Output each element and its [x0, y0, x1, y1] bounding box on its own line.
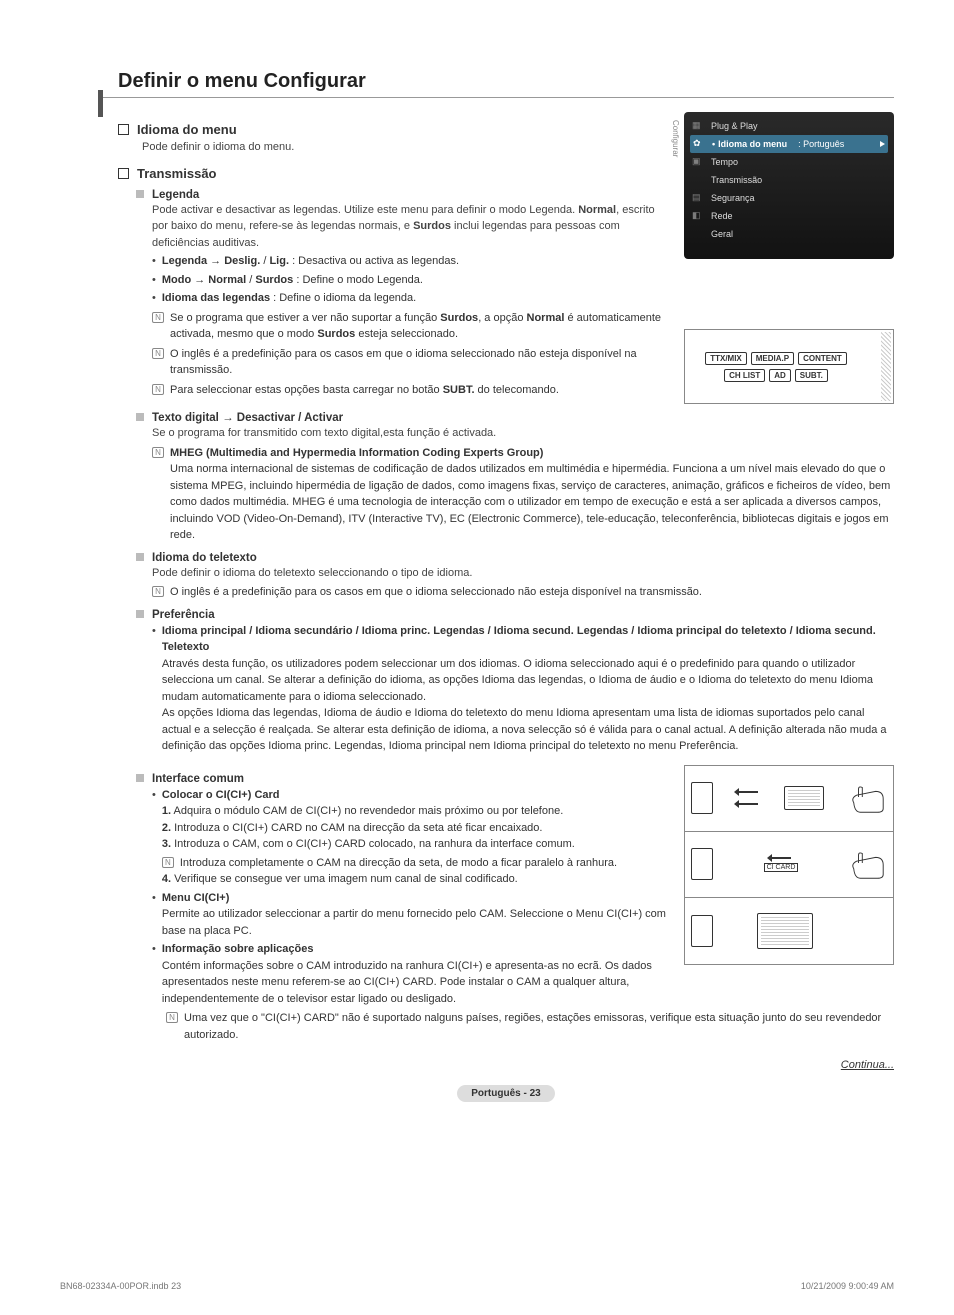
small-square-icon: [136, 610, 144, 618]
list-item: •Legenda → Deslig. / Lig. : Desactiva ou…: [152, 253, 666, 270]
gear-icon: ✿: [693, 138, 705, 150]
section-transmissao: Transmissão: [118, 166, 666, 181]
play-icon: [880, 141, 885, 147]
small-square-icon: [136, 774, 144, 782]
menu-icon: ▣: [692, 156, 704, 168]
continua-label: Continua...: [118, 1059, 894, 1071]
list-item: • Colocar o CI(CI+) Card 1. Adquira o mó…: [152, 787, 666, 888]
ci-card-illustration: CI CARD: [684, 765, 894, 965]
remote-btn: CONTENT: [798, 352, 847, 365]
subsection-preferencia: Preferência: [136, 609, 894, 621]
menu-icon: ▦: [692, 120, 704, 132]
list-item: •Idioma das legendas : Define o idioma d…: [152, 290, 666, 307]
remote-illustration: TTX/MIX MEDIA.P CONTENT CH LIST AD SUBT.: [684, 329, 894, 404]
sub-title: Legenda: [152, 189, 199, 201]
remote-btn: TTX/MIX: [705, 352, 747, 365]
list-item: • Menu CI(CI+) Permite ao utilizador sel…: [152, 890, 666, 940]
small-square-icon: [136, 190, 144, 198]
note-item: NO inglês é a predefinição para os casos…: [152, 584, 894, 601]
sub-title: Interface comum: [152, 773, 244, 785]
note-icon: N: [166, 1012, 178, 1023]
note-icon: N: [152, 447, 164, 458]
note-icon: N: [152, 312, 164, 323]
hand-icon: [849, 783, 887, 813]
texto-digital-body: Se o programa for transmitido com texto …: [152, 425, 894, 442]
subsection-texto-digital: Texto digital → Desactivar / Activar: [136, 412, 894, 424]
slot-icon: [691, 848, 713, 880]
note-item: NSe o programa que estiver a ver não sup…: [152, 310, 666, 343]
page-title: Definir o menu Configurar: [100, 70, 894, 98]
footer-left: BN68-02334A-00POR.indb 23: [60, 1281, 181, 1291]
remote-btn: CH LIST: [724, 369, 765, 382]
osd-menu-screenshot: Configurar ▦Plug & Play ✿Idioma do menu:…: [684, 112, 894, 259]
content-area: Idioma do menu Pode definir o idioma do …: [100, 112, 894, 1102]
arrow-left-icon: [771, 857, 791, 859]
list-item: •Modo → Normal / Surdos : Define o modo …: [152, 272, 666, 289]
menu-icon: ▤: [692, 192, 704, 204]
title-accent-bar: [98, 90, 103, 117]
note-item: NPara seleccionar estas opções basta car…: [152, 382, 666, 399]
sub-title: Texto digital → Desactivar / Activar: [152, 412, 343, 424]
right-column: Configurar ▦Plug & Play ✿Idioma do menu:…: [684, 112, 894, 404]
slot-icon: [691, 782, 713, 814]
footer: BN68-02334A-00POR.indb 23 10/21/2009 9:0…: [60, 1281, 894, 1291]
arrow-left-icon: [738, 791, 758, 793]
remote-btn: AD: [769, 369, 791, 382]
idioma-menu-desc: Pode definir o idioma do menu.: [142, 140, 666, 156]
hand-icon: [849, 849, 887, 879]
subsection-legenda: Legenda: [136, 189, 666, 201]
square-bullet-icon: [118, 168, 129, 179]
card-label: CI CARD: [764, 863, 799, 872]
list-item: • Informação sobre aplicações Contém inf…: [152, 941, 666, 1007]
section-title: Transmissão: [137, 166, 217, 181]
small-square-icon: [136, 413, 144, 421]
teletexto-body: Pode definir o idioma do teletexto selec…: [152, 565, 894, 582]
note-item: NO inglês é a predefinição para os casos…: [152, 346, 666, 379]
list-item: • Idioma principal / Idioma secundário /…: [152, 623, 894, 755]
note-icon: N: [152, 586, 164, 597]
page-number: Português - 23: [118, 1085, 894, 1102]
section-title: Idioma do menu: [137, 122, 237, 137]
section-idioma-menu: Idioma do menu: [118, 122, 666, 137]
slot-icon: [691, 915, 713, 947]
small-square-icon: [136, 553, 144, 561]
subsection-interface-comum: Interface comum: [136, 773, 666, 785]
shading: [881, 332, 891, 401]
sub-title: Preferência: [152, 609, 215, 621]
arrow-left-icon: [738, 803, 758, 805]
note-icon: N: [152, 384, 164, 395]
sub-title: Idioma do teletexto: [152, 552, 257, 564]
menu-icon: ◧: [692, 210, 704, 222]
remote-btn: MEDIA.P: [751, 352, 794, 365]
note-mheg: N MHEG (Multimedia and Hypermedia Inform…: [152, 445, 894, 544]
legenda-body: Pode activar e desactivar as legendas. U…: [152, 202, 666, 252]
osd-side-label: Configurar: [671, 120, 680, 157]
card-icon: [757, 913, 813, 949]
subsection-teletexto: Idioma do teletexto: [136, 552, 894, 564]
square-bullet-icon: [118, 124, 129, 135]
note-icon: N: [162, 857, 174, 868]
remote-btn: SUBT.: [795, 369, 828, 382]
note-item: NUma vez que o "CI(CI+) CARD" não é supo…: [166, 1010, 894, 1043]
footer-right: 10/21/2009 9:00:49 AM: [801, 1281, 894, 1291]
note-icon: N: [152, 348, 164, 359]
card-icon: [784, 786, 824, 810]
